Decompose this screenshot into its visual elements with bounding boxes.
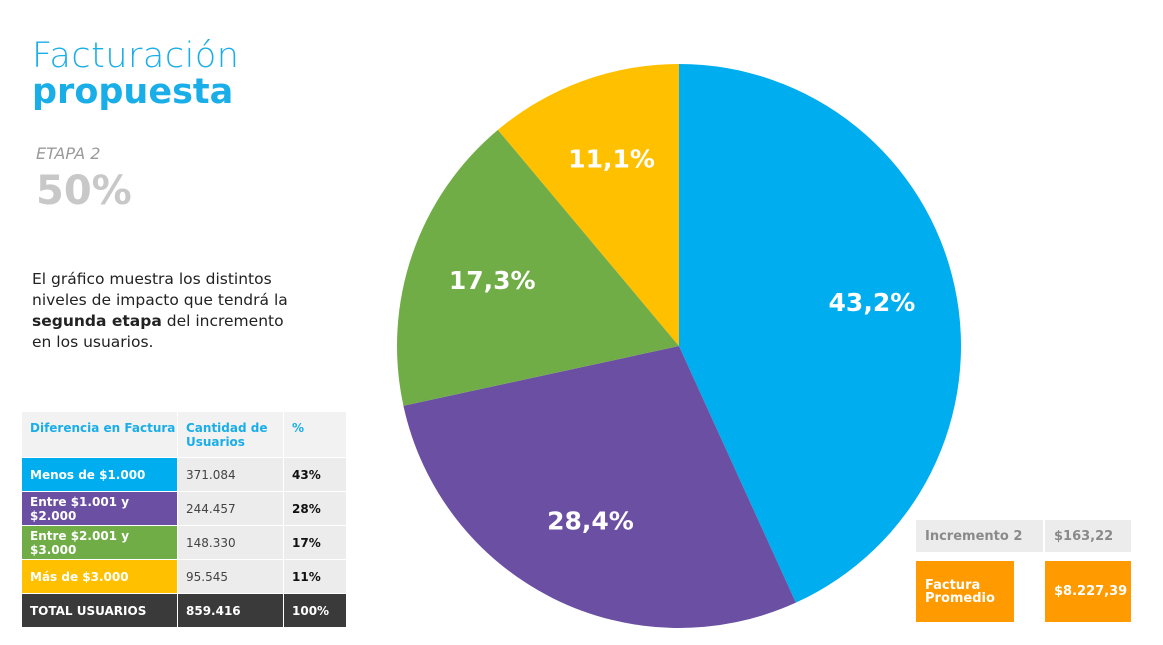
text-bold: segunda etapa [32,312,162,330]
text: del incremento en los usuarios. [32,312,284,351]
table-header: Cantidad de Usuarios [178,412,284,458]
text: El gráfico muestra los distintos niveles… [32,270,288,309]
table-cell: 11% [284,560,347,594]
summary-cell: $8.227,39 [1045,561,1133,622]
slice-label: 11,1% [568,144,655,173]
summary-cell: Incremento 2 [916,520,1045,552]
table-cell: 148.330 [178,526,284,560]
title: propuesta [32,72,234,112]
summary-cell: Factura Promedio [916,561,1016,622]
pie-slice [403,346,796,628]
title: Facturación [32,36,240,76]
table-cell: 371.084 [178,458,284,492]
slice-label: 28,4% [547,506,634,535]
pie-slice [397,129,679,406]
table-cell: Entre $2.001 y $3.000 [22,526,178,560]
table-cell: 43% [284,458,347,492]
table-cell: Más de $3.000 [22,560,178,594]
table-cell: 28% [284,492,347,526]
slice-label: 43,2% [829,288,916,317]
table-cell: Entre $1.001 y $2.000 [22,492,178,526]
table-cell: 859.416 [178,594,284,628]
table-header: Diferencia en Factura [22,412,178,458]
table-cell: TOTAL USUARIOS [22,594,178,628]
summary-cell: $163,22 [1045,520,1133,552]
table-cell: Menos de $1.000 [22,458,178,492]
slice-label: 17,3% [449,266,536,295]
description: El gráfico muestra los distintos niveles… [32,269,294,353]
table-cell: 17% [284,526,347,560]
table-cell: 95.545 [178,560,284,594]
table-header: % [284,412,347,458]
table-cell: 100% [284,594,347,628]
table-cell: 244.457 [178,492,284,526]
stage-value: 50% [36,168,132,214]
pie-slice [497,64,679,346]
stage-label: ETAPA 2 [36,144,101,163]
pie-slice [679,64,961,603]
